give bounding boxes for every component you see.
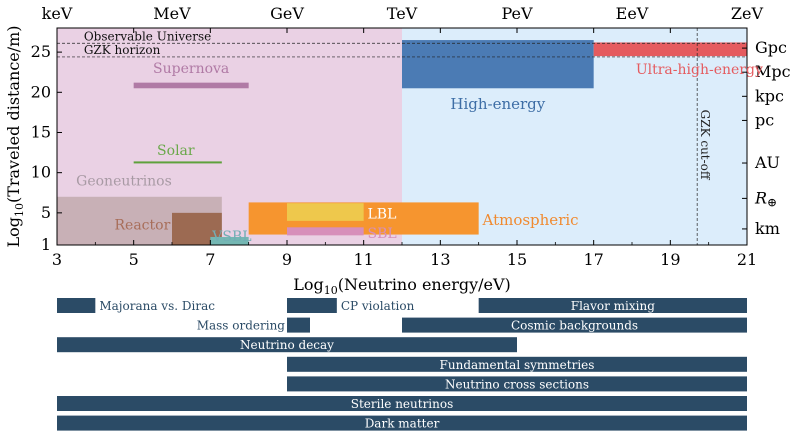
- energy-unit-pev: PeV: [501, 4, 533, 23]
- energy-unit-tev: TeV: [387, 4, 418, 23]
- horizon-label-observable-universe: Observable Universe: [84, 29, 211, 43]
- gzk-cutoff-label: GZK cut-off: [698, 110, 712, 181]
- x-tick-label-13: 13: [430, 250, 450, 269]
- physics-bar-neutrino-decay: [57, 337, 517, 353]
- physics-bar-majorana-vs-dirac: [57, 298, 96, 313]
- energy-unit-kev: keV: [42, 4, 73, 23]
- physics-bar-dark-matter: [57, 415, 747, 431]
- x-tick-label-19: 19: [660, 250, 680, 269]
- region-high-energy: [402, 40, 594, 89]
- distance-unit-kpc: kpc: [755, 86, 784, 105]
- horizon-label-gzk: GZK horizon: [84, 43, 161, 57]
- x-tick-label-21: 21: [737, 250, 757, 269]
- region-vsbl: [210, 236, 249, 245]
- physics-bar-fundamental-symmetries: [287, 356, 747, 372]
- physics-bar-cosmic-backgrounds: [402, 317, 747, 333]
- region-solar: [133, 161, 222, 164]
- y-tick-label-1: 1: [41, 235, 51, 254]
- distance-unit-earth-radius: R⊕: [754, 188, 777, 209]
- distance-unit-km: km: [755, 219, 780, 238]
- region-label-reactor: Reactor: [115, 218, 171, 234]
- physics-label-neutrino-cross-sections: Neutrino cross sections: [445, 377, 589, 391]
- y-tick-label-5: 5: [41, 203, 51, 222]
- x-tick-label-17: 17: [583, 250, 603, 269]
- physics-label-fundamental-symmetries: Fundamental symmetries: [440, 358, 595, 372]
- physics-bar-flavor-mixing: [478, 298, 747, 313]
- region-label-geoneutrinos: Geoneutrinos: [76, 174, 172, 190]
- distance-unit-pc: pc: [755, 110, 774, 129]
- distance-unit-au: AU: [754, 153, 780, 172]
- energy-unit-mev: MeV: [153, 4, 191, 23]
- region-label-solar: Solar: [157, 143, 195, 159]
- region-atmospheric: [248, 202, 479, 235]
- physics-label-cosmic-backgrounds: Cosmic backgrounds: [511, 319, 638, 333]
- x-tick-label-7: 7: [205, 250, 215, 269]
- region-supernova: [133, 82, 249, 89]
- region-label-vsbl: VSBL: [211, 229, 251, 245]
- region-label-lbl: LBL: [368, 206, 397, 222]
- physics-label-mass-ordering: Mass ordering: [197, 319, 286, 333]
- distance-unit-mpc: Mpc: [755, 62, 791, 81]
- y-axis-title: Log10(Traveled distance/m): [4, 25, 26, 247]
- energy-unit-gev: GeV: [270, 4, 304, 23]
- x-tick-label-5: 5: [129, 250, 139, 269]
- energy-unit-eev: EeV: [616, 4, 649, 23]
- physics-label-cp-violation: CP violation: [341, 299, 415, 313]
- physics-label-neutrino-decay: Neutrino decay: [240, 338, 334, 352]
- physics-label-flavor-mixing: Flavor mixing: [571, 299, 655, 313]
- region-label-high-energy: High-energy: [450, 95, 545, 113]
- region-label-supernova: Supernova: [153, 61, 229, 77]
- x-tick-label-15: 15: [507, 250, 527, 269]
- physics-bar-mass-ordering: [287, 317, 310, 333]
- y-tick-label-15: 15: [31, 122, 51, 141]
- physics-bar-cp-violation: [287, 298, 337, 313]
- y-tick-label-10: 10: [31, 163, 51, 182]
- x-tick-label-11: 11: [353, 250, 373, 269]
- y-tick-label-25: 25: [31, 42, 51, 61]
- physics-bar-neutrino-cross-sections: [287, 376, 747, 392]
- region-label-atmospheric: Atmospheric: [482, 211, 579, 229]
- x-tick-label-3: 3: [52, 250, 62, 269]
- region-label-ultra-high-energy: Ultra-high-energy: [636, 62, 763, 78]
- physics-label-sterile-neutrinos: Sterile neutrinos: [351, 397, 454, 411]
- region-sbl: [287, 227, 364, 236]
- distance-unit-gpc: Gpc: [755, 38, 787, 57]
- physics-bar-sterile-neutrinos: [57, 396, 747, 411]
- region-lbl: [287, 203, 364, 221]
- region-ultra-high-energy: [593, 42, 747, 57]
- region-label-sbl: SBL: [368, 226, 397, 242]
- energy-unit-zev: ZeV: [731, 4, 764, 23]
- physics-label-dark-matter: Dark matter: [365, 417, 440, 431]
- physics-label-majorana-vs-dirac: Majorana vs. Dirac: [99, 299, 215, 313]
- x-axis-title: Log10(Neutrino energy/eV): [293, 275, 511, 297]
- y-tick-label-20: 20: [31, 82, 51, 101]
- x-tick-label-9: 9: [282, 250, 292, 269]
